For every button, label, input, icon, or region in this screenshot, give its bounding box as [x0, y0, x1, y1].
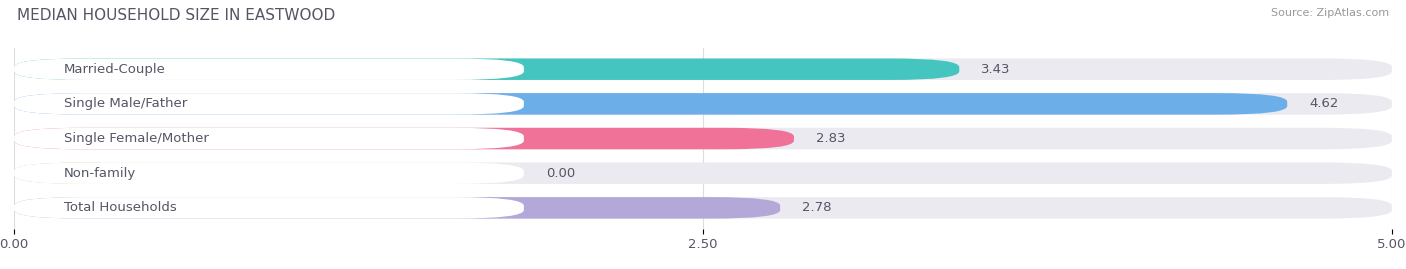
- Text: Single Male/Father: Single Male/Father: [63, 97, 187, 110]
- Text: 3.43: 3.43: [981, 63, 1011, 76]
- Text: Single Female/Mother: Single Female/Mother: [63, 132, 208, 145]
- FancyBboxPatch shape: [14, 162, 1392, 184]
- Text: 2.83: 2.83: [815, 132, 845, 145]
- FancyBboxPatch shape: [14, 162, 152, 184]
- FancyBboxPatch shape: [14, 93, 1392, 115]
- Text: Source: ZipAtlas.com: Source: ZipAtlas.com: [1271, 8, 1389, 18]
- Text: Married-Couple: Married-Couple: [63, 63, 166, 76]
- FancyBboxPatch shape: [14, 58, 959, 80]
- FancyBboxPatch shape: [14, 93, 1288, 115]
- Text: Non-family: Non-family: [63, 167, 136, 180]
- Text: 2.78: 2.78: [803, 201, 832, 214]
- Text: 4.62: 4.62: [1309, 97, 1339, 110]
- FancyBboxPatch shape: [14, 58, 1392, 80]
- FancyBboxPatch shape: [14, 197, 1392, 219]
- Text: 0.00: 0.00: [546, 167, 575, 180]
- FancyBboxPatch shape: [14, 162, 524, 184]
- Text: Total Households: Total Households: [63, 201, 176, 214]
- FancyBboxPatch shape: [14, 128, 1392, 149]
- FancyBboxPatch shape: [14, 128, 524, 149]
- FancyBboxPatch shape: [14, 128, 794, 149]
- FancyBboxPatch shape: [14, 93, 524, 115]
- FancyBboxPatch shape: [14, 197, 780, 219]
- Text: MEDIAN HOUSEHOLD SIZE IN EASTWOOD: MEDIAN HOUSEHOLD SIZE IN EASTWOOD: [17, 8, 335, 23]
- FancyBboxPatch shape: [14, 58, 524, 80]
- FancyBboxPatch shape: [14, 197, 524, 219]
